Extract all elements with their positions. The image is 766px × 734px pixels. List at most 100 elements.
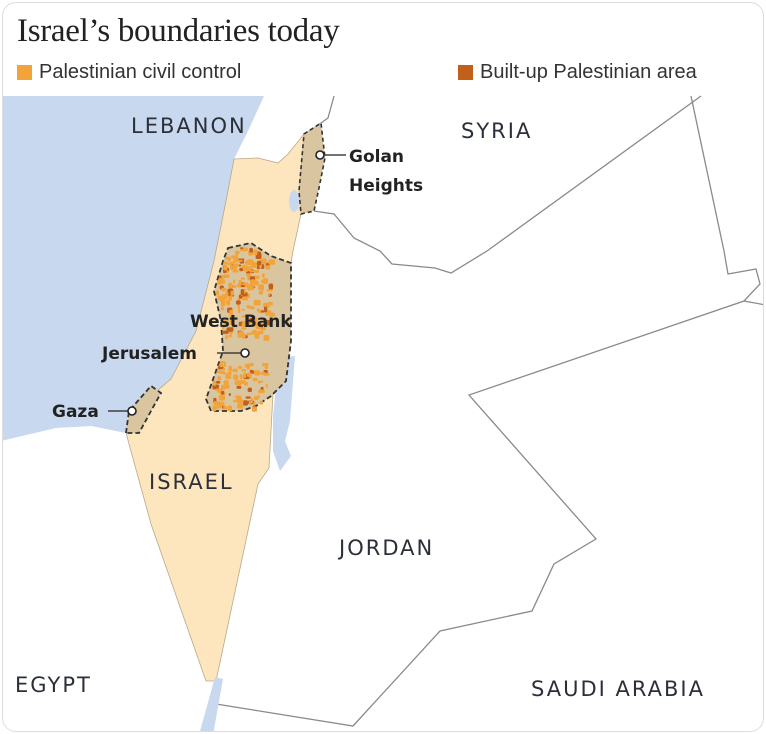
built-up-dot [246, 266, 249, 272]
built-up-dot [263, 334, 270, 341]
built-up-dot [266, 319, 272, 326]
built-up-dot [267, 301, 273, 306]
built-up-dot [248, 317, 256, 323]
built-up-dot [261, 363, 269, 367]
legend-label-built-up: Built-up Palestinian area [480, 61, 697, 83]
built-up-dot [218, 395, 226, 401]
built-up-dot [251, 406, 258, 412]
built-up-dot [228, 294, 233, 301]
built-up-dot [239, 249, 247, 252]
built-up-dot [266, 289, 274, 292]
built-up-dot [257, 330, 264, 335]
built-up-dot [212, 405, 217, 412]
built-up-dot [244, 260, 248, 265]
built-up-dot [264, 366, 269, 370]
built-up-dot [240, 379, 246, 384]
label-egypt: EGYPT [15, 673, 92, 697]
built-up-dot [224, 384, 230, 389]
built-up-dot [223, 261, 229, 265]
built-up-dot [228, 334, 233, 338]
built-up-dot [248, 401, 252, 405]
built-up-dot [237, 332, 242, 338]
label-gaza: Gaza [52, 402, 99, 422]
built-up-dot [254, 317, 258, 324]
built-up-dot [260, 371, 266, 376]
built-up-dot [234, 380, 242, 386]
label-golan-1: Golan [349, 147, 404, 167]
built-up-dot [257, 381, 261, 384]
mediterranean-sea [3, 96, 264, 441]
label-israel: ISRAEL [149, 470, 234, 494]
built-up-dot [253, 395, 259, 401]
built-up-dot [221, 294, 227, 299]
built-up-dot [262, 278, 269, 285]
built-up-dot [225, 291, 229, 297]
built-up-dot [230, 289, 234, 296]
legend-swatch-built-up [458, 65, 473, 80]
built-up-dot [225, 299, 231, 306]
built-up-dot [256, 251, 262, 256]
built-up-dot [222, 324, 227, 328]
built-up-dot [216, 370, 222, 374]
built-up-dot [226, 327, 234, 332]
built-up-dot [212, 384, 220, 390]
golan-marker [315, 150, 325, 160]
sea-of-galilee [289, 190, 299, 212]
built-up-dot [228, 393, 231, 396]
built-up-dot [222, 270, 227, 274]
label-syria: SYRIA [461, 119, 532, 143]
built-up-dot [257, 394, 260, 398]
built-up-dot [225, 256, 231, 260]
label-jerusalem: Jerusalem [101, 344, 197, 364]
built-up-dot [230, 261, 235, 265]
built-up-dot [268, 259, 276, 265]
built-up-dot [236, 300, 241, 305]
built-up-dot [223, 361, 227, 368]
built-up-dot [231, 325, 236, 328]
built-up-dot [220, 306, 225, 311]
built-up-dot [246, 283, 249, 288]
built-up-dot [226, 375, 230, 379]
built-up-dot [250, 279, 257, 285]
built-up-dot [243, 372, 247, 379]
built-up-dot [225, 321, 228, 325]
built-up-dot [218, 401, 225, 407]
built-up-dot [221, 288, 226, 292]
legend-swatch-civil-control [17, 65, 32, 80]
built-up-dot [232, 368, 238, 373]
built-up-dot [240, 247, 244, 250]
built-up-dot [237, 307, 241, 314]
built-up-dot [232, 270, 239, 273]
built-up-dot [236, 385, 242, 389]
built-up-dot [222, 275, 229, 278]
label-west-bank: West Bank [190, 312, 292, 332]
built-up-dot [258, 290, 263, 295]
built-up-dot [219, 361, 226, 364]
legend-civil-control: Palestinian civil control [17, 61, 241, 84]
built-up-dot [234, 250, 240, 255]
built-up-dot [247, 293, 250, 299]
built-up-dot [253, 249, 258, 256]
gaza-marker [127, 406, 137, 416]
built-up-dot [221, 330, 229, 334]
built-up-dot [241, 315, 249, 318]
built-up-dot [220, 278, 225, 283]
built-up-dot [249, 247, 253, 253]
built-up-dot [233, 374, 239, 380]
built-up-dot [241, 265, 248, 272]
built-up-dot [253, 299, 261, 306]
built-up-dot [247, 387, 253, 393]
built-up-dot [260, 327, 266, 331]
built-up-dot [241, 327, 247, 330]
built-up-dot [251, 270, 258, 273]
built-up-dot [228, 365, 232, 372]
built-up-areas [212, 247, 276, 412]
built-up-dot [253, 275, 260, 279]
built-up-dot [219, 363, 224, 368]
built-up-dot [253, 323, 259, 327]
built-up-dot [216, 290, 220, 296]
built-up-dot [249, 373, 252, 379]
legend-built-up: Built-up Palestinian area [458, 61, 697, 84]
jerusalem-marker [240, 348, 250, 358]
built-up-dot [243, 288, 246, 294]
